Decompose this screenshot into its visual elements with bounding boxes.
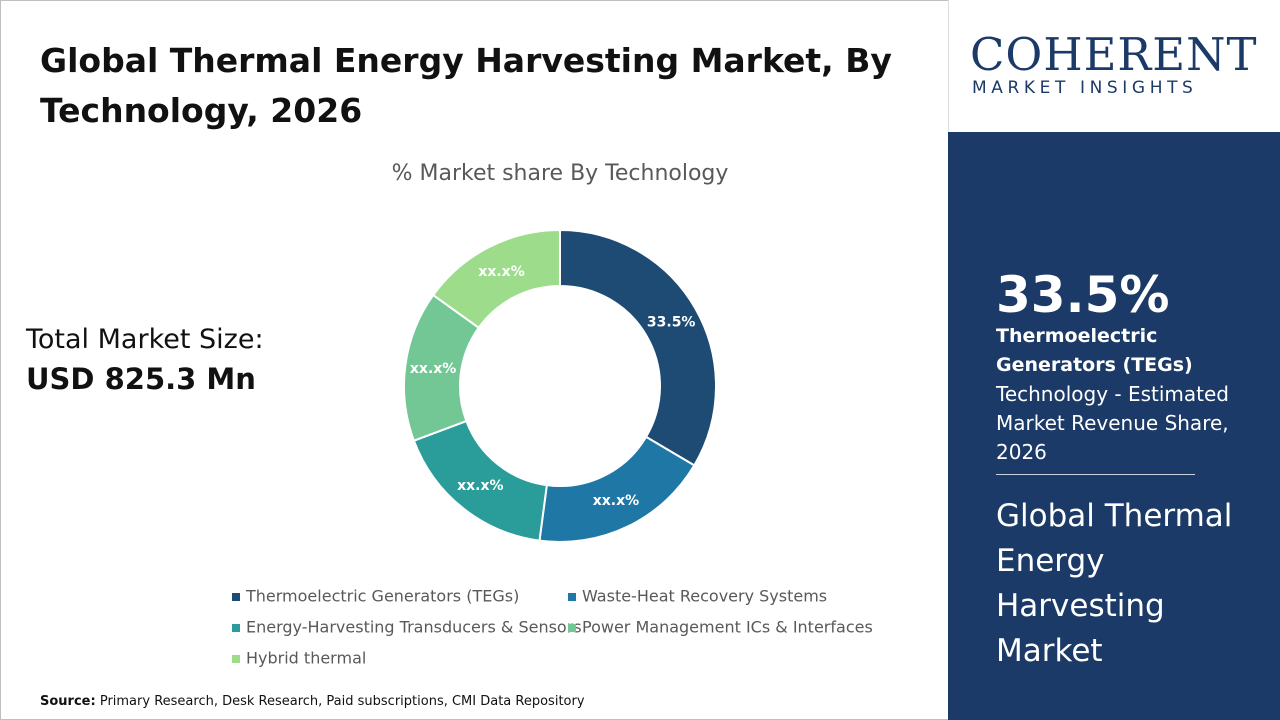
legend-marker [568, 593, 576, 601]
legend-marker [232, 624, 240, 632]
legend-label: Thermoelectric Generators (TEGs) [245, 587, 519, 606]
legend-label: Hybrid thermal [246, 649, 366, 668]
sidebar [948, 132, 1280, 720]
highlight-category: Thermoelectric Generators (TEGs) [996, 325, 1193, 376]
data-label: xx.x% [478, 264, 524, 280]
source-text: Primary Research, Desk Research, Paid su… [99, 694, 585, 709]
legend-label: Power Management ICs & Interfaces [582, 618, 873, 637]
chart-title: % Market share By Technology [392, 161, 729, 186]
source-label: Source: [40, 694, 96, 709]
data-label: xx.x% [593, 493, 639, 509]
source: Source: Primary Research, Desk Research,… [40, 694, 585, 709]
market-size-value: USD 825.3 Mn [26, 362, 256, 396]
legend-marker [232, 655, 240, 663]
legend-label: Waste-Heat Recovery Systems [582, 587, 827, 606]
chart: % Market share By Technology 33.5% xx.x% x… [232, 161, 873, 668]
logo-tagline: MARKET INSIGHTS [972, 78, 1198, 98]
data-label: xx.x% [457, 478, 503, 494]
donut-segment [431, 228, 561, 330]
data-label: 33.5% [647, 315, 696, 331]
highlight-description: Technology - Estimated Market Revenue Sh… [996, 382, 1229, 464]
legend-marker [232, 593, 240, 601]
highlight-value: 33.5% [996, 266, 1170, 324]
logo-box [948, 0, 1280, 132]
divider [996, 474, 1195, 475]
title: Global Thermal Energy Harvesting Market,… [40, 41, 892, 130]
donut-segment [538, 435, 696, 543]
data-label: xx.x% [410, 361, 456, 377]
market-size-label: Total Market Size: [26, 324, 264, 355]
logo-name: COHERENT [970, 28, 1258, 81]
legend-marker [568, 624, 576, 632]
donut-segment [559, 228, 717, 467]
legend-label: Energy-Harvesting Transducers & Sensors [246, 618, 582, 637]
market-name: Global Thermal Energy Harvesting Market [996, 498, 1233, 669]
